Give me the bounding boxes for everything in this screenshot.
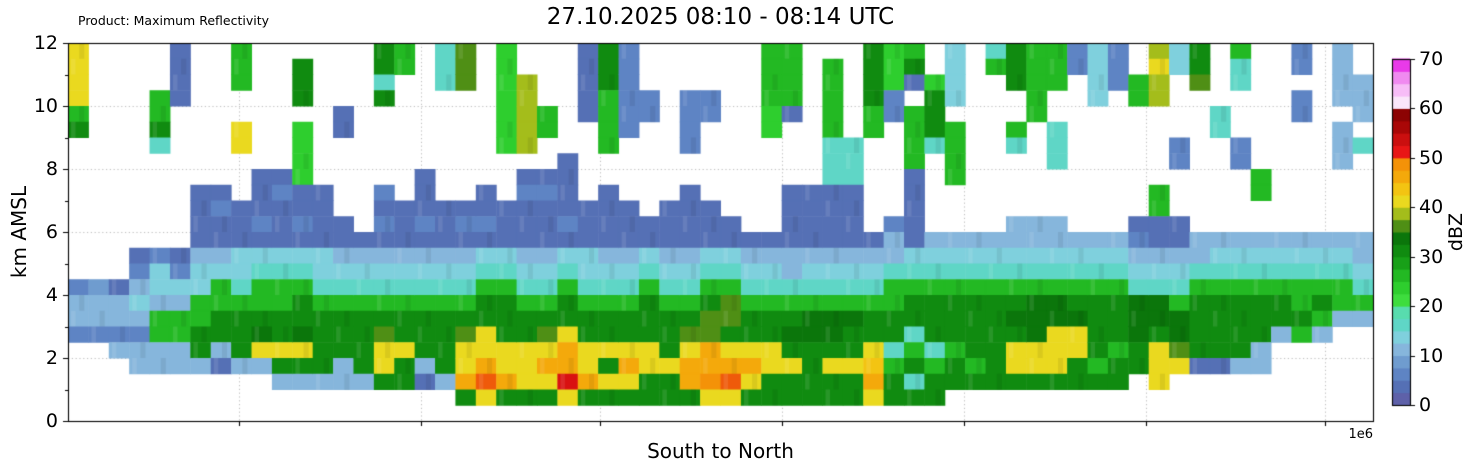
y-tick-label-12: 12	[33, 32, 58, 54]
y-tick-label-8: 8	[45, 158, 58, 180]
colorbar-tick-label-30: 30	[1419, 245, 1444, 268]
colorbar-tick-label-0: 0	[1419, 394, 1432, 416]
y-tick-label-2: 2	[45, 347, 58, 369]
y-tick-label-6: 6	[45, 221, 58, 243]
colorbar-label: dBZ	[1445, 212, 1467, 252]
colorbar-tick-label-20: 20	[1419, 295, 1444, 318]
y-tick-label-0: 0	[45, 410, 58, 432]
product-label: Product: Maximum Reflectivity	[78, 13, 270, 28]
x-axis-label: South to North	[647, 439, 794, 463]
colorbar-tick-label-10: 10	[1419, 344, 1444, 367]
y-tick-label-10: 10	[33, 95, 58, 117]
x-axis-offset-label: 1e6	[1348, 427, 1373, 442]
y-tick-label-4: 4	[45, 284, 58, 306]
colorbar-tick-label-70: 70	[1419, 48, 1444, 70]
colorbar-tick-label-50: 50	[1419, 146, 1444, 169]
plot-title: 27.10.2025 08:10 - 08:14 UTC	[546, 4, 895, 30]
colorbar-tick-label-60: 60	[1419, 97, 1444, 120]
colorbar-tick-label-40: 40	[1419, 196, 1444, 219]
